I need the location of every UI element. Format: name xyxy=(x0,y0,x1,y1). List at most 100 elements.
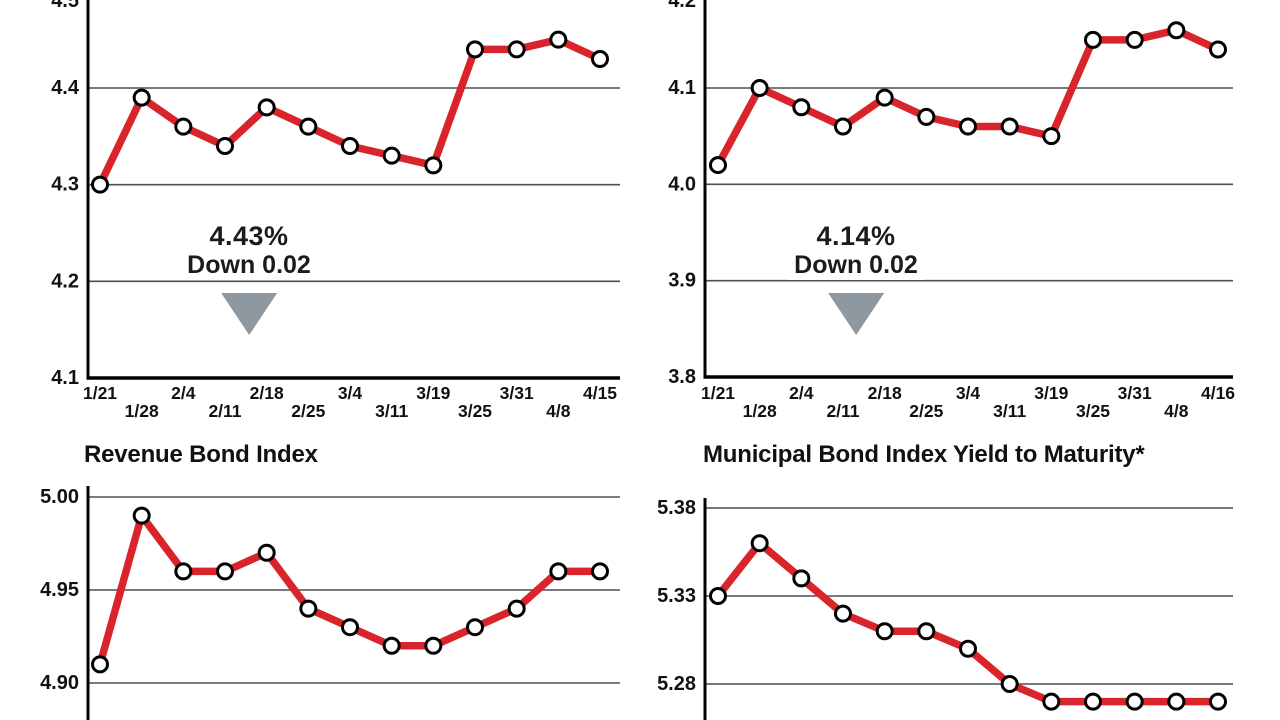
data-point-marker xyxy=(1000,117,1019,136)
y-tick-label: 4.0 xyxy=(668,173,696,195)
data-point-marker xyxy=(299,599,318,618)
data-point-marker xyxy=(257,98,276,117)
y-tick-label: 4.2 xyxy=(51,270,79,292)
data-point-marker xyxy=(1000,675,1019,693)
data-point-marker xyxy=(132,506,151,525)
y-tick-label: 4.95 xyxy=(40,579,79,601)
x-tick-label: 4/8 xyxy=(546,401,571,421)
x-tick-label: 2/25 xyxy=(291,401,325,421)
data-point-marker xyxy=(382,146,401,165)
yield-change-label: Down 0.02 xyxy=(788,251,924,280)
data-point-marker xyxy=(174,117,193,136)
y-tick-label: 5.33 xyxy=(657,585,696,607)
x-tick-label: 3/19 xyxy=(416,383,450,403)
data-point-marker xyxy=(216,137,234,155)
data-point-marker xyxy=(1209,692,1227,711)
y-tick-label: 3.9 xyxy=(668,270,696,292)
down-arrow-icon xyxy=(221,293,277,335)
down-arrow-icon xyxy=(828,293,884,335)
annotation-top-left-chart: 4.43% Down 0.02 xyxy=(181,221,317,335)
data-point-marker xyxy=(424,156,443,175)
data-point-marker xyxy=(1042,127,1061,146)
y-tick-label: 4.2 xyxy=(668,0,696,12)
data-point-marker xyxy=(549,562,568,581)
data-point-marker xyxy=(1167,692,1186,711)
data-point-marker xyxy=(709,156,727,175)
data-point-marker xyxy=(341,137,359,155)
data-point-marker xyxy=(299,117,318,136)
y-tick-label: 4.1 xyxy=(51,367,79,389)
data-point-marker xyxy=(792,98,811,117)
data-point-marker xyxy=(750,534,769,553)
data-point-marker xyxy=(507,599,526,618)
data-point-marker xyxy=(1084,692,1102,711)
data-point-marker xyxy=(549,30,568,49)
data-point-marker xyxy=(834,117,852,136)
revenue-bond-index-title: Revenue Bond Index xyxy=(84,441,318,468)
data-point-marker xyxy=(591,50,609,68)
series-line xyxy=(714,539,1222,706)
y-tick-label: 5.00 xyxy=(40,486,79,508)
data-point-marker xyxy=(216,562,234,581)
x-tick-label: 2/25 xyxy=(909,401,943,421)
y-tick-label: 5.38 xyxy=(657,497,696,519)
data-point-marker xyxy=(917,107,936,126)
x-tick-label: 3/31 xyxy=(1118,383,1152,403)
data-point-marker xyxy=(91,655,109,674)
series-line xyxy=(96,35,604,189)
x-tick-label: 2/4 xyxy=(789,383,814,403)
data-point-marker xyxy=(1125,692,1144,711)
data-point-marker xyxy=(1125,30,1144,49)
y-tick-label: 4.1 xyxy=(668,77,696,99)
data-point-marker xyxy=(792,569,811,588)
x-tick-label: 4/15 xyxy=(583,383,617,403)
y-tick-label: 5.28 xyxy=(657,673,696,695)
x-tick-label: 3/25 xyxy=(458,401,492,421)
yield-change-label: Down 0.02 xyxy=(181,251,317,280)
x-tick-label: 1/21 xyxy=(701,383,735,403)
x-tick-label: 2/11 xyxy=(208,401,241,421)
series-line xyxy=(714,26,1222,169)
x-tick-label: 2/4 xyxy=(171,383,196,403)
data-point-marker xyxy=(750,79,769,97)
x-tick-label: 1/21 xyxy=(83,383,117,403)
data-point-marker xyxy=(917,622,936,641)
data-point-marker xyxy=(959,117,977,136)
data-point-marker xyxy=(507,40,526,59)
x-tick-label: 3/11 xyxy=(993,401,1026,421)
x-tick-label: 3/4 xyxy=(338,383,363,403)
x-tick-label: 2/18 xyxy=(250,383,284,403)
data-point-marker xyxy=(466,618,484,637)
data-point-marker xyxy=(1042,692,1061,711)
x-tick-label: 3/31 xyxy=(500,383,534,403)
y-tick-label: 3.8 xyxy=(668,366,696,388)
x-tick-label: 1/28 xyxy=(125,401,159,421)
data-point-marker xyxy=(132,88,151,107)
x-tick-label: 1/28 xyxy=(743,401,777,421)
data-point-marker xyxy=(875,88,894,107)
data-point-marker xyxy=(174,562,193,581)
data-point-marker xyxy=(1084,30,1102,49)
data-point-marker xyxy=(466,40,484,59)
data-point-marker xyxy=(382,636,401,655)
x-tick-label: 2/11 xyxy=(826,401,859,421)
municipal-bond-index-title: Municipal Bond Index Yield to Maturity* xyxy=(703,441,1145,468)
data-point-marker xyxy=(834,604,852,623)
data-point-marker xyxy=(1167,21,1186,40)
data-point-marker xyxy=(709,587,727,605)
data-point-marker xyxy=(591,562,609,581)
data-point-marker xyxy=(875,622,894,641)
data-point-marker xyxy=(91,175,109,194)
x-tick-label: 4/16 xyxy=(1201,383,1235,403)
x-tick-label: 3/4 xyxy=(956,383,981,403)
x-tick-label: 3/11 xyxy=(375,401,408,421)
x-tick-label: 2/18 xyxy=(868,383,902,403)
x-tick-label: 3/25 xyxy=(1076,401,1110,421)
y-tick-label: 4.4 xyxy=(51,77,80,99)
x-tick-label: 3/19 xyxy=(1034,383,1068,403)
data-point-marker xyxy=(1209,40,1227,59)
x-tick-label: 4/8 xyxy=(1164,401,1189,421)
data-point-marker xyxy=(257,543,276,562)
